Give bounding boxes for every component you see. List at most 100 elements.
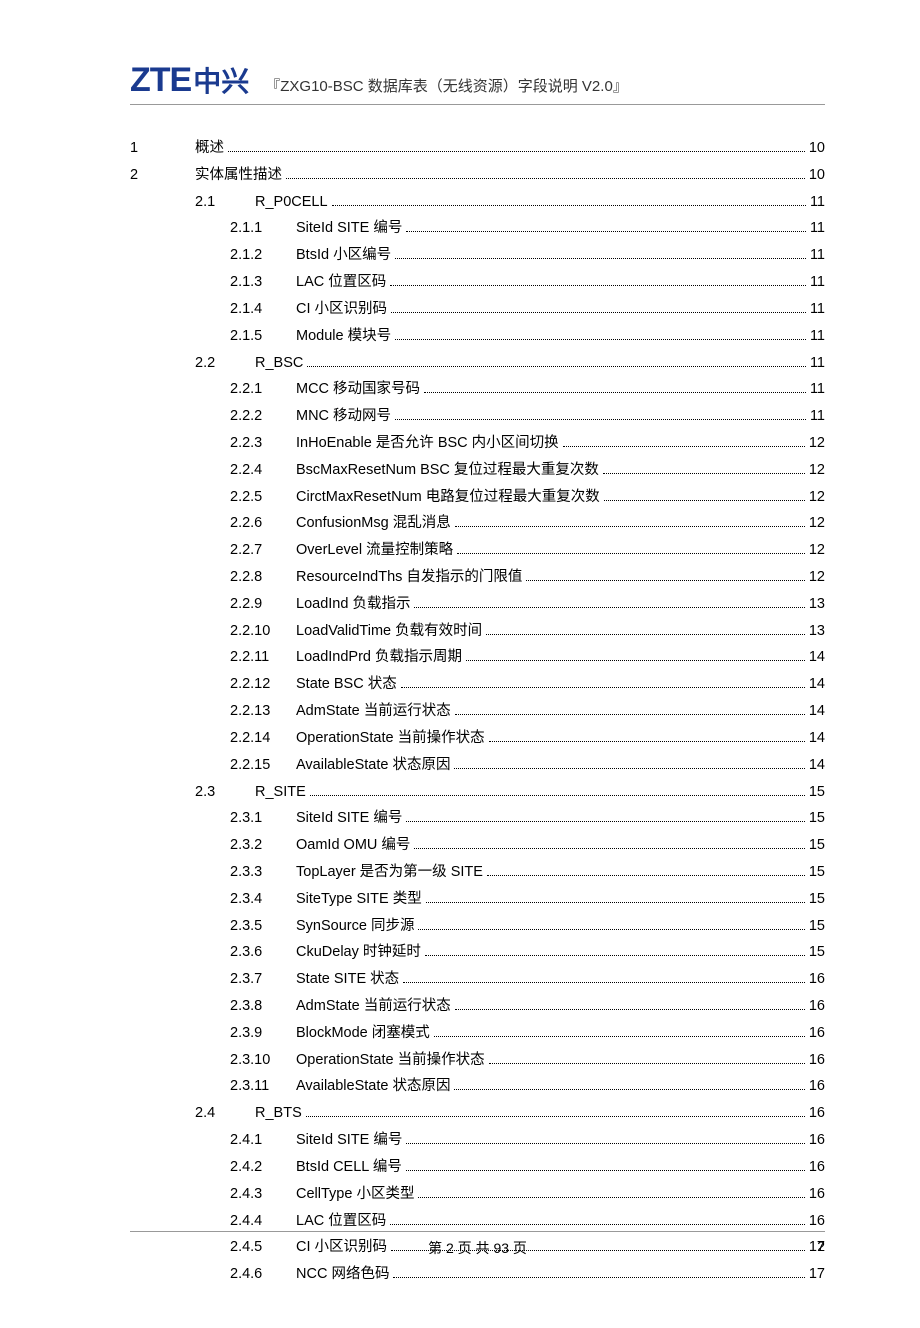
toc-number: 2.4.1 [230, 1127, 296, 1154]
toc-entry[interactable]: 2.2R_BSC11 [195, 350, 825, 377]
toc-entry[interactable]: 2实体属性描述10 [130, 162, 825, 189]
toc-label: SiteId SITE 编号 [296, 805, 402, 832]
table-of-contents: 1概述102实体属性描述102.1R_P0CELL112.1.1SiteId S… [130, 135, 825, 1288]
toc-entry[interactable]: 2.2.3InHoEnable 是否允许 BSC 内小区间切换12 [230, 430, 825, 457]
toc-entry[interactable]: 2.2.14OperationState 当前操作状态14 [230, 725, 825, 752]
toc-number: 2.3.6 [230, 939, 296, 966]
toc-page: 16 [809, 1047, 825, 1074]
toc-entry[interactable]: 2.2.1MCC 移动国家号码11 [230, 376, 825, 403]
toc-page: 14 [809, 671, 825, 698]
toc-leader-dots [307, 366, 806, 367]
toc-number: 2.1.3 [230, 269, 296, 296]
toc-entry[interactable]: 1概述10 [130, 135, 825, 162]
toc-label: R_BTS [255, 1100, 302, 1127]
toc-entry[interactable]: 2.2.6ConfusionMsg 混乱消息12 [230, 510, 825, 537]
toc-page: 14 [809, 752, 825, 779]
toc-number: 2.2.13 [230, 698, 296, 725]
toc-entry[interactable]: 2.2.11LoadIndPrd 负载指示周期14 [230, 644, 825, 671]
toc-entry[interactable]: 2.4.1SiteId SITE 编号16 [230, 1127, 825, 1154]
toc-entry[interactable]: 2.2.8ResourceIndThs 自发指示的门限值12 [230, 564, 825, 591]
toc-page: 14 [809, 698, 825, 725]
toc-leader-dots [406, 1143, 804, 1144]
toc-entry[interactable]: 2.3.1SiteId SITE 编号15 [230, 805, 825, 832]
toc-page: 16 [809, 1073, 825, 1100]
toc-entry[interactable]: 2.4.2BtsId CELL 编号16 [230, 1154, 825, 1181]
toc-entry[interactable]: 2.2.12State BSC 状态 14 [230, 671, 825, 698]
toc-leader-dots [486, 634, 805, 635]
toc-number: 2.2.11 [230, 644, 296, 671]
toc-entry[interactable]: 2.3.6CkuDelay 时钟延时15 [230, 939, 825, 966]
toc-leader-dots [455, 1009, 805, 1010]
toc-entry[interactable]: 2.3.10OperationState 当前操作状态16 [230, 1047, 825, 1074]
toc-label: State BSC 状态 [296, 671, 397, 698]
toc-entry[interactable]: 2.3.4SiteType SITE 类型15 [230, 886, 825, 913]
toc-entry[interactable]: 2.3.11AvailableState 状态原因16 [230, 1073, 825, 1100]
toc-page: 16 [809, 1100, 825, 1127]
toc-entry[interactable]: 2.2.10LoadValidTime 负载有效时间13 [230, 618, 825, 645]
toc-page: 17 [809, 1261, 825, 1288]
toc-number: 2.2.2 [230, 403, 296, 430]
toc-label: BtsId 小区编号 [296, 242, 391, 269]
toc-entry[interactable]: 2.3.7State SITE 状态16 [230, 966, 825, 993]
toc-entry[interactable]: 2.1.4CI 小区识别码11 [230, 296, 825, 323]
toc-entry[interactable]: 2.3.9BlockMode 闭塞模式16 [230, 1020, 825, 1047]
toc-entry[interactable]: 2.2.9LoadInd 负载指示13 [230, 591, 825, 618]
toc-entry[interactable]: 2.4.3CellType 小区类型 16 [230, 1181, 825, 1208]
toc-entry[interactable]: 2.2.15AvailableState 状态原因14 [230, 752, 825, 779]
toc-page: 12 [809, 457, 825, 484]
toc-number: 2.3.4 [230, 886, 296, 913]
toc-page: 14 [809, 644, 825, 671]
toc-page: 10 [809, 162, 825, 189]
toc-entry[interactable]: 2.3.3TopLayer 是否为第一级 SITE15 [230, 859, 825, 886]
toc-entry[interactable]: 2.3R_SITE15 [195, 779, 825, 806]
toc-number: 2.3.2 [230, 832, 296, 859]
toc-entry[interactable]: 2.2.13AdmState 当前运行状态 14 [230, 698, 825, 725]
toc-entry[interactable]: 2.4.6NCC 网络色码17 [230, 1261, 825, 1288]
toc-leader-dots [604, 500, 805, 501]
toc-entry[interactable]: 2.1R_P0CELL11 [195, 189, 825, 216]
toc-number: 2.2.4 [230, 457, 296, 484]
document-page: ZTE 中兴 『ZXG10-BSC 数据库表（无线资源）字段说明 V2.0』 1… [0, 0, 920, 1328]
toc-page: 12 [809, 510, 825, 537]
toc-number: 2.2.12 [230, 671, 296, 698]
toc-label: InHoEnable 是否允许 BSC 内小区间切换 [296, 430, 559, 457]
toc-entry[interactable]: 2.1.1SiteId SITE 编号11 [230, 215, 825, 242]
toc-leader-dots [414, 848, 804, 849]
toc-leader-dots [455, 714, 805, 715]
toc-label: CellType 小区类型 [296, 1181, 414, 1208]
toc-number: 2.2.9 [230, 591, 296, 618]
toc-label: SiteId SITE 编号 [296, 215, 402, 242]
toc-entry[interactable]: 2.3.8AdmState 当前运行状态16 [230, 993, 825, 1020]
toc-entry[interactable]: 2.3.5SynSource 同步源15 [230, 913, 825, 940]
toc-label: Module 模块号 [296, 323, 391, 350]
toc-entry[interactable]: 2.2.5CirctMaxResetNum 电路复位过程最大重复次数12 [230, 484, 825, 511]
toc-page: 15 [809, 939, 825, 966]
toc-number: 2.4.3 [230, 1181, 296, 1208]
toc-page: 11 [810, 269, 825, 296]
toc-entry[interactable]: 2.2.7OverLevel 流量控制策略12 [230, 537, 825, 564]
toc-page: 15 [809, 779, 825, 806]
toc-label: 实体属性描述 [195, 162, 282, 189]
toc-page: 11 [810, 215, 825, 242]
page-header: ZTE 中兴 『ZXG10-BSC 数据库表（无线资源）字段说明 V2.0』 [130, 60, 825, 105]
toc-entry[interactable]: 2.4R_BTS16 [195, 1100, 825, 1127]
toc-entry[interactable]: 2.1.5Module 模块号11 [230, 323, 825, 350]
toc-page: 16 [809, 1181, 825, 1208]
toc-entry[interactable]: 2.1.3LAC 位置区码11 [230, 269, 825, 296]
toc-entry[interactable]: 2.2.4BscMaxResetNum BSC 复位过程最大重复次数12 [230, 457, 825, 484]
toc-entry[interactable]: 2.1.2BtsId 小区编号11 [230, 242, 825, 269]
toc-page: 12 [809, 537, 825, 564]
toc-entry[interactable]: 2.2.2MNC 移动网号11 [230, 403, 825, 430]
toc-page: 16 [809, 966, 825, 993]
toc-label: OamId OMU 编号 [296, 832, 410, 859]
toc-leader-dots [306, 1116, 805, 1117]
toc-label: AdmState 当前运行状态 [296, 698, 451, 725]
toc-number: 2.2.14 [230, 725, 296, 752]
toc-label: CI 小区识别码 [296, 296, 387, 323]
toc-entry[interactable]: 2.3.2OamId OMU 编号15 [230, 832, 825, 859]
toc-page: 15 [809, 859, 825, 886]
toc-number: 2.2.5 [230, 484, 296, 511]
toc-page: 16 [809, 1154, 825, 1181]
toc-page: 13 [809, 591, 825, 618]
toc-page: 16 [809, 993, 825, 1020]
